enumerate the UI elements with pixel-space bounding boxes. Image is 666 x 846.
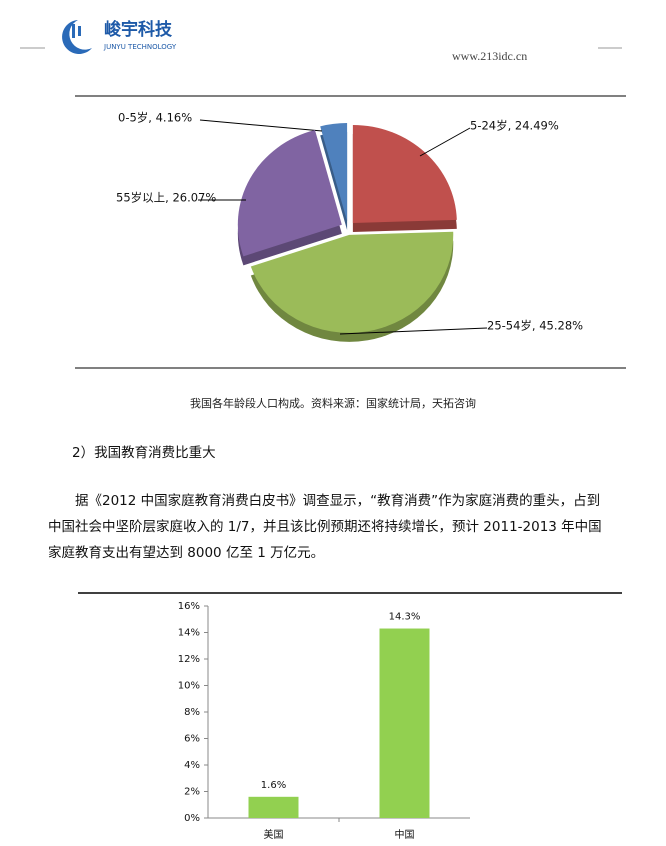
data-label: 5-24岁, 24.49% xyxy=(470,119,559,133)
x-tick-label: 美国 xyxy=(264,828,284,841)
data-label: 0-5岁, 4.16% xyxy=(118,111,192,125)
company-name: 峻宇科技 xyxy=(104,19,173,40)
bar xyxy=(379,628,430,818)
pie-slice xyxy=(320,123,348,222)
data-label: 25-54岁, 45.28% xyxy=(487,319,583,333)
y-tick-label: 14% xyxy=(178,628,200,639)
y-tick-label: 2% xyxy=(184,787,200,798)
data-label: 1.6% xyxy=(261,780,286,791)
y-tick-label: 4% xyxy=(184,760,200,771)
paragraph: 据《2012 中国家庭教育消费白皮书》调查显示，“教育消费”作为家庭消费的重头，… xyxy=(48,493,602,561)
section-heading: 2）我国教育消费比重大 xyxy=(72,445,216,461)
leader-line xyxy=(199,119,323,132)
bar xyxy=(248,796,299,818)
pie-slice xyxy=(237,130,342,257)
y-tick-label: 6% xyxy=(184,734,200,745)
data-label: 14.3% xyxy=(389,612,421,623)
y-tick-label: 12% xyxy=(178,654,200,665)
y-tick-label: 16% xyxy=(178,601,200,612)
company-en: JUNYU TECHNOLOGY xyxy=(103,43,177,51)
y-tick-label: 8% xyxy=(184,707,200,718)
figure-caption: 我国各年龄段人口构成。资料来源：国家统计局，天拓咨询 xyxy=(190,396,476,410)
pie-slice xyxy=(250,231,454,333)
header-url: www.213idc.cn xyxy=(452,49,527,63)
data-label: 55岁以上, 26.07% xyxy=(116,191,216,205)
pie-slice xyxy=(352,124,457,223)
y-tick-label: 10% xyxy=(178,681,200,692)
leader-line xyxy=(419,127,471,157)
logo-icon xyxy=(62,20,92,54)
x-tick-label: 中国 xyxy=(395,828,415,841)
y-tick-label: 0% xyxy=(184,813,200,824)
leader-line xyxy=(339,327,488,335)
